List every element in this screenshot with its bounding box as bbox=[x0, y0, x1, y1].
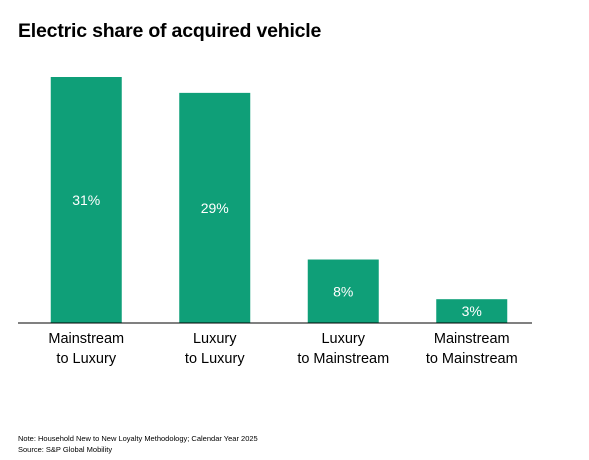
category-tick-label: to Mainstream bbox=[297, 351, 389, 367]
bar bbox=[179, 92, 251, 323]
category-tick-label: to Mainstream bbox=[426, 351, 518, 367]
data-label: 29% bbox=[201, 200, 229, 216]
chart-title: Electric share of acquired vehicle bbox=[18, 20, 322, 42]
data-label: 3% bbox=[462, 303, 482, 319]
category-tick-label: Mainstream bbox=[48, 331, 124, 347]
methodology-note: Note: Household New to New Loyalty Metho… bbox=[18, 434, 258, 443]
source-note: Source: S&P Global Mobility bbox=[18, 445, 113, 454]
category-tick-label: to Luxury bbox=[185, 351, 245, 367]
bar bbox=[436, 299, 508, 323]
footnotes: Note: Household New to New Loyalty Metho… bbox=[18, 433, 258, 455]
category-tick-label: Mainstream bbox=[434, 331, 510, 347]
category-tick-label: Luxury bbox=[193, 331, 237, 347]
category-tick-label: Luxury bbox=[321, 331, 365, 347]
bar bbox=[50, 77, 122, 323]
data-label: 31% bbox=[72, 192, 100, 208]
category-tick-label: to Luxury bbox=[56, 351, 116, 367]
data-label: 8% bbox=[333, 283, 353, 299]
bar bbox=[307, 259, 379, 323]
